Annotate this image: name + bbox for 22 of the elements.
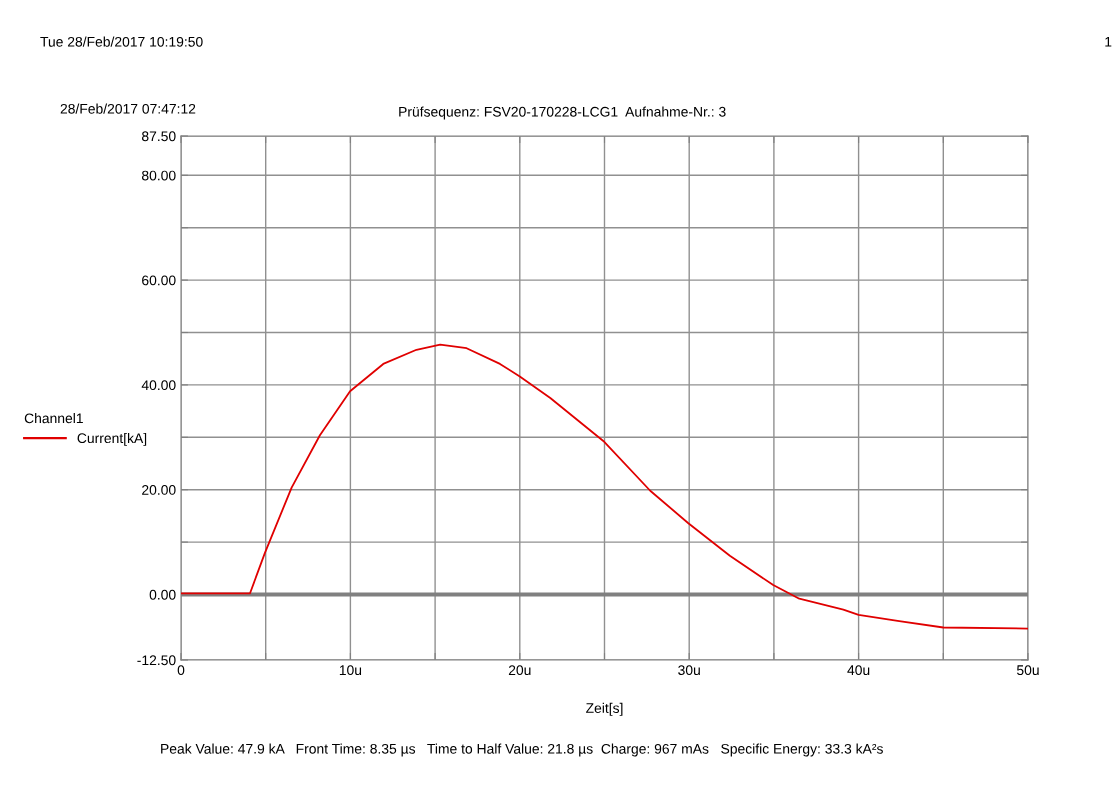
x-tick-label: 40u xyxy=(847,665,870,676)
y-tick-label: 87.50 xyxy=(141,131,176,142)
y-tick-label: 40.00 xyxy=(141,380,176,391)
text: 28/Feb/2017 07:47:12 xyxy=(60,103,196,114)
x-tick-label: 30u xyxy=(678,665,700,676)
chart-title: Prüfsequenz: FSV20-170228-LCG1 Aufnahme-Nr.: 3 xyxy=(399,106,726,120)
y-tick-label: 0.00 xyxy=(149,589,176,600)
x-tick-label: 10u xyxy=(339,665,362,676)
y-tick-label: 60.00 xyxy=(142,275,176,286)
y-tick-label: 80.00 xyxy=(141,170,176,181)
legend-title: Channel1 xyxy=(24,413,83,424)
text: Tue 28/Feb/2017 10:19:50 xyxy=(40,36,203,47)
legend-label: Current[kA] xyxy=(77,432,147,446)
text: 1 xyxy=(1105,37,1112,47)
text: Peak Value: 47.9 kA Front Time: 8.35 µs Time to Half Value: 21.8 µs Charge: 967 mAs Specific Energy: 33.3 kA²s xyxy=(161,743,883,757)
x-tick-label: 0 xyxy=(177,665,185,676)
line-series xyxy=(181,343,1028,630)
y-tick-label: -12.50 xyxy=(137,655,176,666)
x-axis-title: Zeit[s] xyxy=(586,702,623,716)
x-tick-label: 50u xyxy=(1016,665,1039,676)
y-tick-label: 20.00 xyxy=(142,485,176,495)
x-tick-label: 20u xyxy=(508,665,531,676)
